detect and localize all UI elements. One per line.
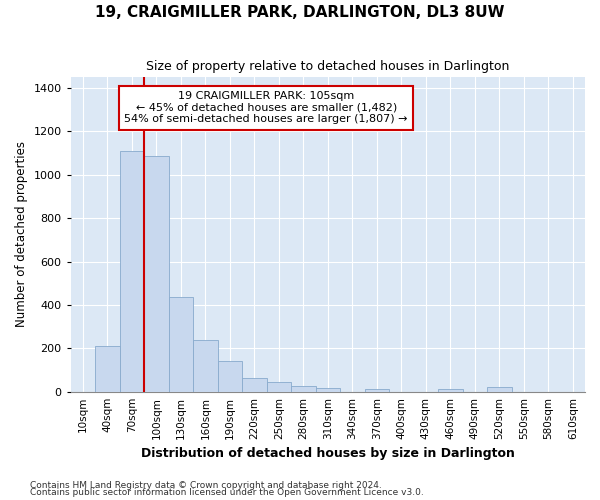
Y-axis label: Number of detached properties: Number of detached properties (15, 142, 28, 328)
X-axis label: Distribution of detached houses by size in Darlington: Distribution of detached houses by size … (141, 447, 515, 460)
Text: 19 CRAIGMILLER PARK: 105sqm
← 45% of detached houses are smaller (1,482)
54% of : 19 CRAIGMILLER PARK: 105sqm ← 45% of det… (124, 91, 408, 124)
Bar (291, 386, 316, 392)
Bar (316, 388, 340, 392)
Bar (95, 346, 119, 392)
Bar (266, 382, 291, 392)
Text: Contains HM Land Registry data © Crown copyright and database right 2024.: Contains HM Land Registry data © Crown c… (30, 480, 382, 490)
Text: 19, CRAIGMILLER PARK, DARLINGTON, DL3 8UW: 19, CRAIGMILLER PARK, DARLINGTON, DL3 8U… (95, 5, 505, 20)
Bar (218, 362, 242, 392)
Text: Contains public sector information licensed under the Open Government Licence v3: Contains public sector information licen… (30, 488, 424, 497)
Bar (487, 388, 512, 392)
Bar (169, 298, 193, 392)
Bar (365, 388, 389, 392)
Bar (193, 340, 218, 392)
Bar (242, 378, 266, 392)
Bar (144, 156, 169, 392)
Bar (438, 388, 463, 392)
Bar (119, 151, 144, 392)
Title: Size of property relative to detached houses in Darlington: Size of property relative to detached ho… (146, 60, 509, 73)
